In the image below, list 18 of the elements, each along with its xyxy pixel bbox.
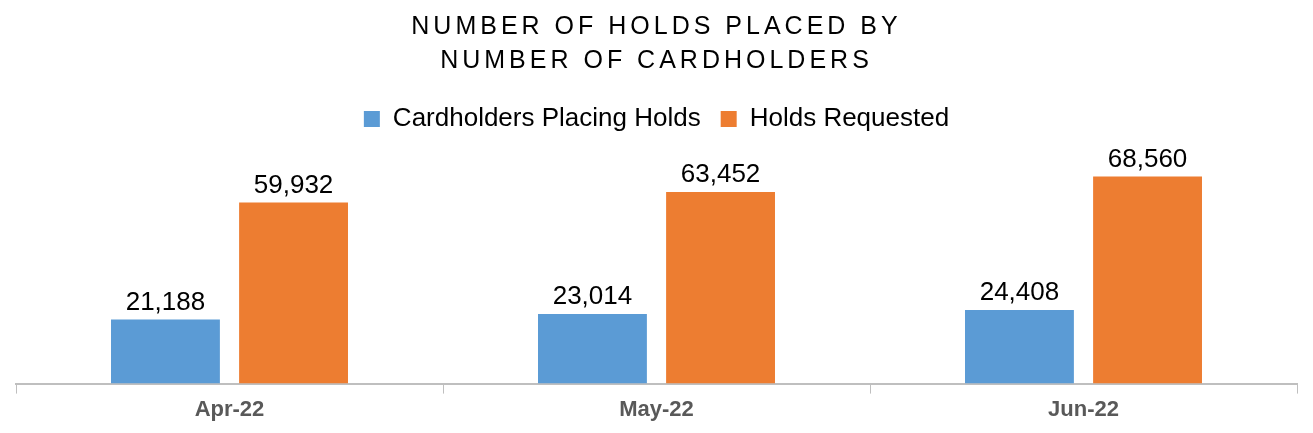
data-label: 68,560 [1107,142,1188,173]
bar [1093,176,1202,384]
x-tick-label: Apr-22 [194,395,265,421]
bar [538,314,647,384]
legend-label: Cardholders Placing Holds [392,102,701,133]
chart-title: NUMBER OF HOLDS PLACED BY NUMBER OF CARDHOLDERS [410,10,903,75]
bar [111,319,220,384]
bar [666,191,775,384]
bar [965,309,1074,384]
data-label: 21,188 [125,285,206,316]
x-tick-label: May-22 [619,395,694,421]
legend-label: Holds Requested [749,102,950,133]
x-tick-label: Jun-22 [1048,395,1119,421]
bar [239,202,348,384]
data-label: 63,452 [680,158,761,189]
data-label: 23,014 [552,280,633,311]
data-label: 24,408 [979,276,1060,307]
data-label: 59,932 [253,168,334,199]
